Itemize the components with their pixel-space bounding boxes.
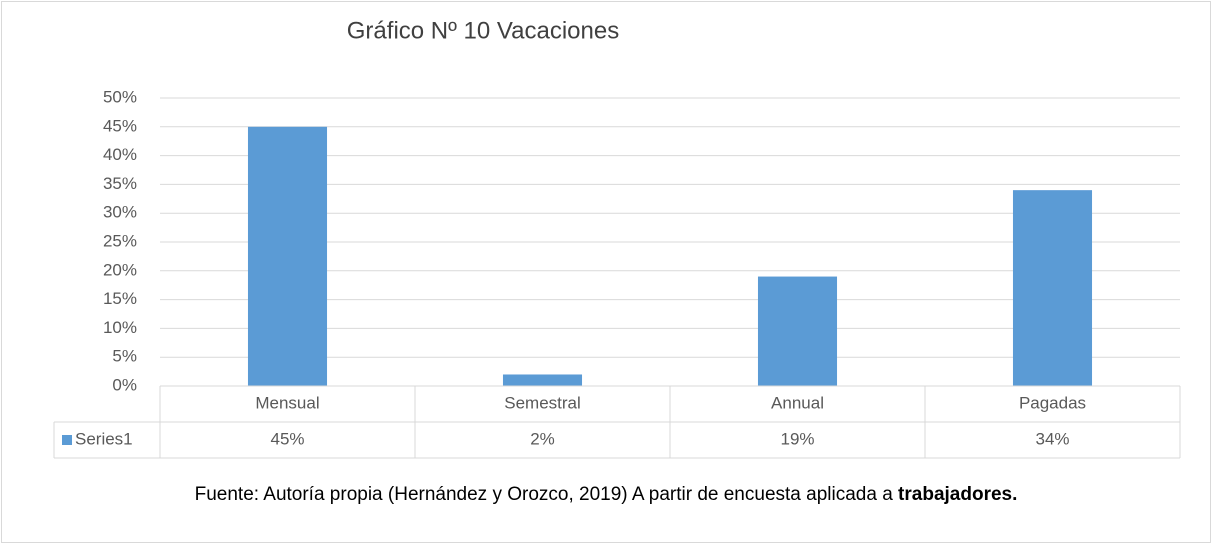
y-tick-label: 10%	[103, 318, 137, 337]
chart-title: Gráfico Nº 10 Vacaciones	[347, 17, 619, 44]
y-tick-label: 15%	[103, 289, 137, 308]
bar	[247, 126, 328, 387]
y-tick-label: 20%	[103, 260, 137, 279]
data-table-value: 2%	[530, 429, 555, 448]
x-tick-label: Semestral	[504, 393, 581, 412]
y-tick-label: 40%	[103, 145, 137, 164]
source-bold: trabajadores.	[898, 484, 1017, 505]
y-tick-label: 25%	[103, 231, 137, 250]
source-note: Fuente: Autoría propia (Hernández y Oroz…	[195, 484, 1018, 505]
x-tick-label: Pagadas	[1019, 393, 1086, 412]
y-tick-label: 5%	[112, 347, 137, 366]
x-tick-label: Annual	[771, 393, 824, 412]
data-table-value: 19%	[780, 429, 814, 448]
legend-key	[62, 435, 72, 445]
bar	[502, 374, 583, 386]
y-tick-label: 50%	[103, 87, 137, 106]
legend-label: Series1	[75, 429, 133, 448]
x-tick-label: Mensual	[255, 393, 319, 412]
y-tick-label: 45%	[103, 116, 137, 135]
bar	[1012, 190, 1093, 386]
data-table-value: 45%	[270, 429, 304, 448]
data-table-value: 34%	[1035, 429, 1069, 448]
y-tick-label: 35%	[103, 174, 137, 193]
source-text: Fuente: Autoría propia (Hernández y Oroz…	[195, 484, 898, 505]
y-tick-label: 30%	[103, 203, 137, 222]
bar	[757, 276, 838, 386]
y-tick-label: 0%	[112, 375, 137, 394]
